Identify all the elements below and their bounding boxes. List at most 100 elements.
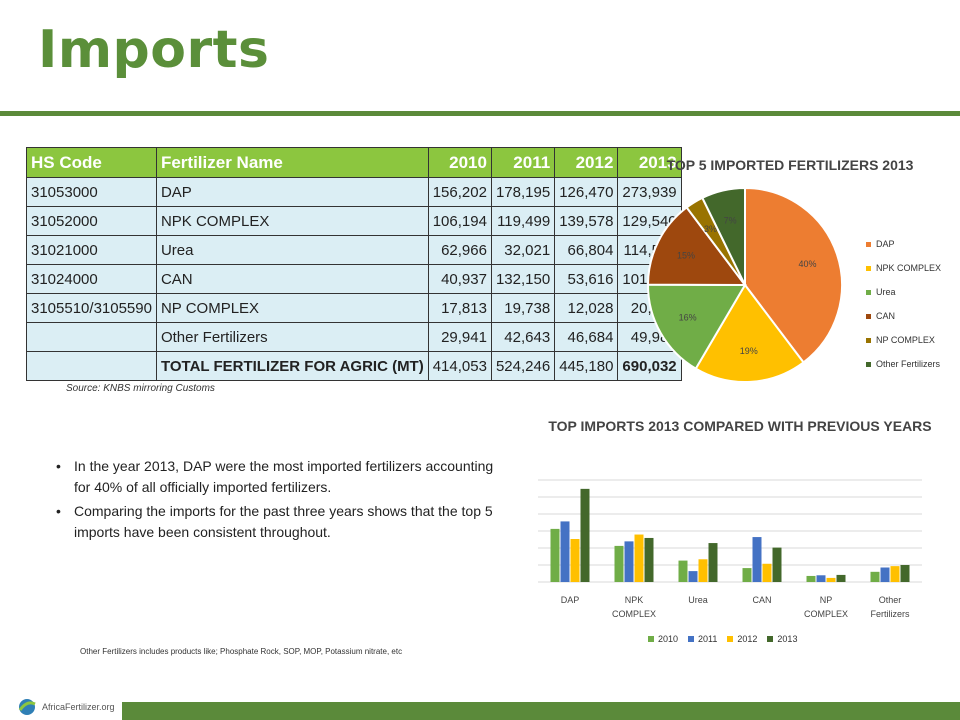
bar-other-fertilizers-2011: [880, 567, 890, 582]
bar-dap-2011: [560, 521, 570, 582]
footer-logo: AfricaFertilizer.org: [16, 698, 115, 716]
table-row: Other Fertilizers 29,941 42,643 46,684 4…: [26, 322, 682, 352]
x-tick-label: Urea: [688, 595, 708, 605]
header-2012: 2012: [554, 147, 619, 178]
x-tick-label: Fertilizers: [870, 609, 910, 619]
table-source: Source: KNBS mirroring Customs: [66, 383, 215, 394]
x-tick-label: Other: [879, 595, 902, 605]
bar-legend: 2010 2011 2012 2013: [648, 634, 797, 644]
cell-2012: 445,180: [554, 351, 619, 381]
bar-legend-item-2010: 2010: [648, 634, 678, 644]
legend-label: Other Fertilizers: [876, 359, 941, 369]
cell-fertilizer-name: CAN: [155, 264, 429, 294]
list-item: Comparing the imports for the past three…: [52, 501, 507, 543]
bar-npk-complex-2013: [644, 537, 654, 582]
cell-2011: 119,499: [490, 206, 556, 236]
header-fertilizer-name: Fertilizer Name: [155, 147, 429, 178]
bar-npk-complex-2012: [634, 534, 644, 582]
header-2011: 2011: [490, 147, 556, 178]
legend-item-other-fertilizers: Other Fertilizers: [866, 359, 941, 383]
bar-other-fertilizers-2010: [870, 571, 880, 582]
bar-can-2013: [772, 547, 782, 582]
cell-2011: 178,195: [490, 177, 556, 207]
cell-2012: 46,684: [554, 322, 619, 352]
bar-np-complex-2012: [826, 577, 836, 582]
x-tick-label: DAP: [561, 595, 580, 605]
legend-swatch: [866, 266, 871, 271]
legend-label: CAN: [876, 311, 896, 321]
legend-item-dap: DAP: [866, 239, 941, 263]
bar-dap-2012: [570, 539, 580, 582]
legend-label: DAP: [876, 239, 895, 249]
bar-can-2010: [742, 568, 752, 582]
cell-fertilizer-name: NP COMPLEX: [155, 293, 429, 323]
x-tick-label: COMPLEX: [804, 609, 848, 619]
table-row: 3105510/3105590 NP COMPLEX 17,813 19,738…: [26, 293, 682, 323]
bar-urea-2012: [698, 559, 708, 582]
header-hs-code: HS Code: [26, 147, 157, 178]
bar-other-fertilizers-2013: [900, 565, 910, 582]
cell-2011: 32,021: [490, 235, 556, 265]
pie-label-np-complex: 3%: [704, 224, 717, 234]
cell-2010: 17,813: [427, 293, 492, 323]
cell-hs-code: 31053000: [26, 177, 157, 207]
bar-can-2011: [752, 537, 762, 582]
bar-npk-complex-2010: [614, 545, 624, 582]
cell-2010: 29,941: [427, 322, 492, 352]
cell-fertilizer-name: Other Fertilizers: [155, 322, 429, 352]
bar-chart: DAP NPK COMPLEX Urea CAN NP COMPLEX Other Fertil…: [538, 479, 922, 619]
cell-2010: 414,053: [427, 351, 492, 381]
bar-dap-2013: [580, 488, 590, 582]
cell-fertilizer-name: TOTAL FERTILIZER FOR AGRIC (MT): [155, 351, 429, 381]
cell-2010: 62,966: [427, 235, 492, 265]
cell-hs-code: 31024000: [26, 264, 157, 294]
legend-swatch: [727, 636, 734, 642]
legend-label: 2011: [698, 634, 718, 644]
pie-chart-title: TOP 5 IMPORTED FERTILIZERS 2013: [666, 157, 914, 173]
bullet-list: In the year 2013, DAP were the most impo…: [52, 456, 507, 546]
pie-slice-npk-complex: [694, 283, 805, 383]
cell-2010: 156,202: [427, 177, 492, 207]
bar-np-complex-2013: [836, 574, 846, 582]
pie-label-npk-complex: 19%: [740, 346, 758, 356]
cell-2012: 66,804: [554, 235, 619, 265]
legend-label: NP COMPLEX: [876, 335, 935, 345]
legend-swatch: [866, 338, 871, 343]
legend-item-urea: Urea: [866, 287, 941, 311]
imports-table: HS Code Fertilizer Name 2010 2011 2012 2…: [26, 147, 682, 381]
legend-swatch: [648, 636, 654, 642]
cell-hs-code: [26, 322, 157, 352]
cell-2011: 524,246: [490, 351, 556, 381]
bar-legend-item-2013: 2013: [767, 634, 797, 644]
pie-label-urea: 16%: [679, 313, 697, 323]
bar-np-complex-2010: [806, 575, 816, 582]
bar-dap-2010: [550, 528, 560, 582]
bar-np-complex-2011: [816, 575, 826, 582]
cell-hs-code: [26, 351, 157, 381]
pie-label-can: 15%: [677, 250, 695, 260]
cell-2012: 53,616: [554, 264, 619, 294]
legend-swatch: [866, 314, 871, 319]
legend-label: 2010: [658, 634, 679, 644]
cell-2010: 106,194: [427, 206, 492, 236]
table-row: 31052000 NPK COMPLEX 106,194 119,499 139…: [26, 206, 682, 236]
pie-slice-urea: [647, 283, 747, 370]
page-title: Imports: [38, 20, 270, 80]
table-header-row: HS Code Fertilizer Name 2010 2011 2012 2…: [26, 147, 682, 178]
bar-urea-2013: [708, 543, 718, 582]
bar-other-fertilizers-2012: [890, 566, 900, 582]
bar-legend-item-2012: 2012: [727, 634, 757, 644]
cell-2012: 139,578: [554, 206, 619, 236]
pie-slice-dap: [744, 186, 843, 364]
cell-2012: 12,028: [554, 293, 619, 323]
cell-2010: 40,937: [427, 264, 492, 294]
cell-fertilizer-name: DAP: [155, 177, 429, 207]
legend-label: NPK COMPLEX: [876, 263, 942, 273]
legend-swatch: [866, 290, 871, 295]
table-row: 31021000 Urea 62,966 32,021 66,804 114,5…: [26, 235, 682, 265]
header-2013: 2013: [617, 147, 682, 178]
bar-can-2012: [762, 563, 772, 582]
list-item: In the year 2013, DAP were the most impo…: [52, 456, 507, 498]
cell-2012: 126,470: [554, 177, 619, 207]
title-divider: [0, 111, 960, 116]
